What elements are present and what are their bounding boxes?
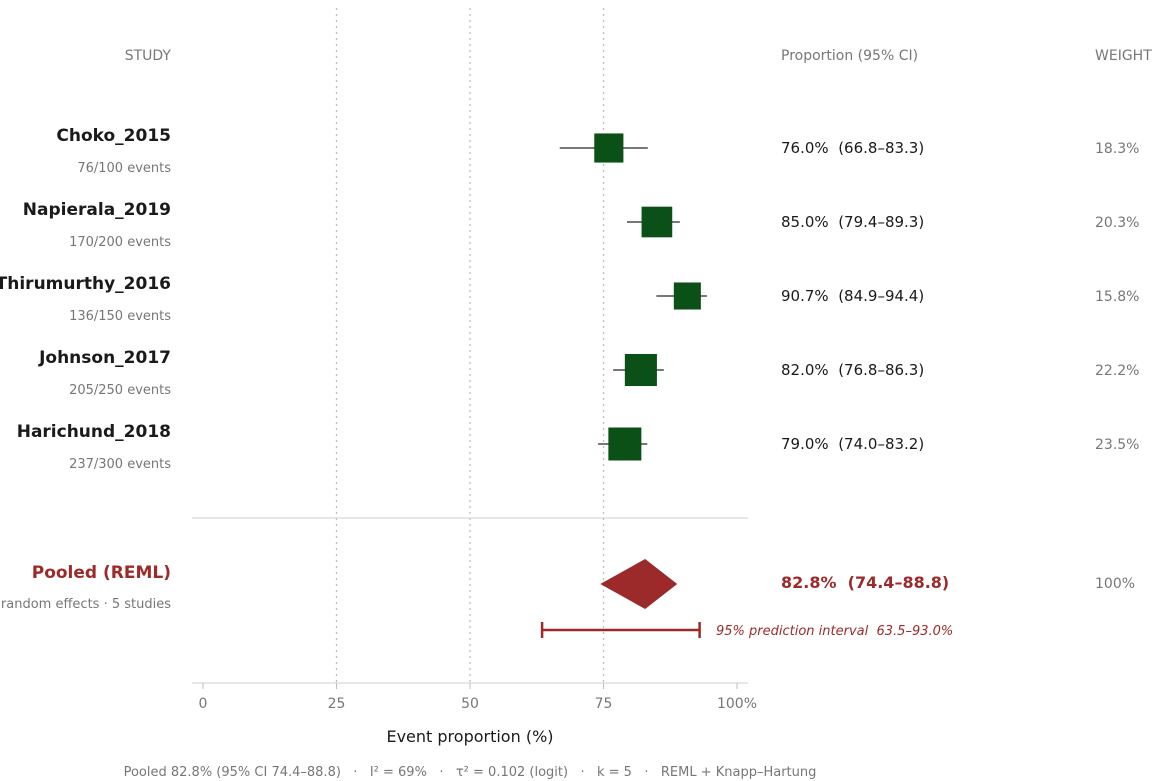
study-events: 237/300 events <box>69 457 171 472</box>
study-events: 205/250 events <box>69 383 171 398</box>
study-events: 76/100 events <box>77 161 171 176</box>
study-point-estimate <box>673 282 701 310</box>
pooled-weight-text: 100% <box>1095 576 1135 592</box>
study-row: Harichund_2018 237/300 events 79.0% (74.0–… <box>17 422 1140 472</box>
study-point-estimate <box>594 133 624 163</box>
study-weight-text: 15.8% <box>1095 289 1139 305</box>
study-name: Napierala_2019 <box>23 200 171 220</box>
study-name: Thirumurthy_2016 <box>0 274 171 294</box>
x-tick-label: 0 <box>199 696 208 712</box>
study-point-estimate <box>624 353 657 387</box>
x-tick-label: 50 <box>461 696 479 712</box>
study-estimate-text: 85.0% (79.4–89.3) <box>781 213 924 231</box>
study-row: Johnson_2017 205/250 events 82.0% (76.8–86… <box>38 348 1139 398</box>
study-estimate-text: 82.0% (76.8–86.3) <box>781 361 924 379</box>
study-row: Choko_2015 76/100 events 76.0% (66.8–83.3)… <box>56 126 1139 176</box>
study-name: Choko_2015 <box>56 126 171 146</box>
x-tick-label: 75 <box>595 696 613 712</box>
x-axis-ticks: 0 25 50 75 100% <box>199 683 757 712</box>
summary-footer: Pooled 82.8% (95% CI 74.4–88.8) · I² = 6… <box>124 765 817 780</box>
prediction-interval-label: 95% prediction interval 63.5–93.0% <box>716 624 953 639</box>
study-estimate-text: 79.0% (74.0–83.2) <box>781 435 924 453</box>
pooled-diamond <box>600 559 678 609</box>
reference-lines <box>335 8 605 683</box>
pooled-label: Pooled (REML) <box>32 563 171 583</box>
study-events: 136/150 events <box>69 309 171 324</box>
study-estimate-text: 76.0% (66.8–83.3) <box>781 139 924 157</box>
study-weight-text: 20.3% <box>1095 215 1139 231</box>
study-row: Napierala_2019 170/200 events 85.0% (79.4–… <box>23 200 1140 250</box>
study-point-estimate <box>641 206 673 238</box>
study-weight-text: 22.2% <box>1095 363 1139 379</box>
study-row: Thirumurthy_2016 136/150 events 90.7% (84.… <box>0 274 1139 324</box>
pooled-row: Pooled (REML) random effects · 5 studies… <box>1 559 1135 639</box>
prediction-interval <box>540 622 701 638</box>
x-tick-label: 25 <box>328 696 346 712</box>
study-name: Harichund_2018 <box>17 422 171 442</box>
study-weight-text: 18.3% <box>1095 141 1139 157</box>
study-weight-text: 23.5% <box>1095 437 1139 453</box>
x-tick-label: 100% <box>717 696 757 712</box>
study-column-header: STUDY <box>125 48 172 64</box>
study-events: 170/200 events <box>69 235 171 250</box>
study-point-estimate <box>608 427 642 461</box>
pooled-subtitle: random effects · 5 studies <box>1 597 171 612</box>
estimate-column-header: Proportion (95% CI) <box>781 48 918 64</box>
study-rows: Choko_2015 76/100 events 76.0% (66.8–83.3)… <box>0 126 1139 472</box>
pooled-estimate-text: 82.8% (74.4–88.8) <box>781 573 949 592</box>
x-axis-label: Event proportion (%) <box>386 727 553 746</box>
study-estimate-text: 90.7% (84.9–94.4) <box>781 287 924 305</box>
study-name: Johnson_2017 <box>38 348 171 368</box>
weight-column-header: WEIGHT <box>1095 48 1152 64</box>
